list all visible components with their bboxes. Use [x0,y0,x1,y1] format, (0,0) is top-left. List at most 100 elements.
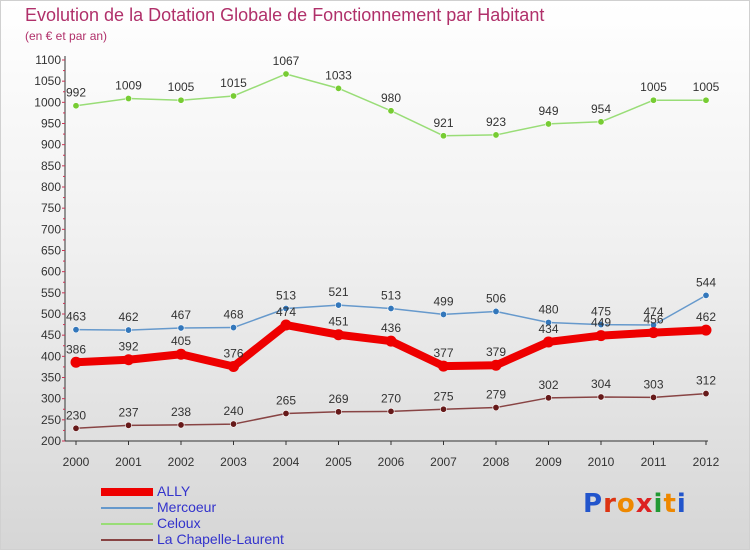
x-tick-label: 2008 [483,455,510,469]
y-tick-label: 900 [41,138,61,152]
data-point [282,304,290,312]
x-tick-label: 2009 [535,455,562,469]
chart-subtitle: (en € et par an) [25,29,108,43]
data-label: 513 [381,288,401,302]
legend-swatch [101,523,153,525]
data-point [70,356,82,368]
logo-letter: i [676,489,687,519]
data-label: 499 [433,294,453,308]
data-point [387,407,395,415]
data-label: 1005 [693,80,720,94]
data-label: 456 [643,313,663,327]
y-tick-label: 550 [41,286,61,300]
legend-swatch [101,539,153,541]
legend-label: Celoux [157,515,201,531]
logo-letter: i [653,489,664,519]
data-point [544,394,552,402]
data-label: 474 [276,305,296,319]
logo-letter: r [603,489,617,519]
data-point [334,408,342,416]
x-tick-label: 2012 [693,455,720,469]
data-point [490,359,502,371]
x-tick-label: 2005 [325,455,352,469]
data-point [230,92,238,100]
data-point [544,318,552,326]
data-point [438,360,449,372]
data-label: 451 [328,315,348,329]
data-label: 265 [276,393,296,407]
data-point [125,326,133,334]
data-point [334,301,342,309]
data-label: 436 [381,321,401,335]
data-label: 279 [486,388,506,402]
data-label: 1005 [168,80,195,94]
data-point [543,336,554,348]
chart-title: Evolution de la Dotation Globale de Fonc… [25,5,545,25]
data-point [439,310,447,318]
x-tick-label: 2010 [588,455,615,469]
data-label: 238 [171,405,191,419]
logo-letter: t [663,489,677,519]
data-point [649,96,657,104]
data-point [282,409,290,417]
data-label: 303 [643,377,663,391]
y-tick-label: 1100 [35,53,61,67]
data-point [125,95,133,103]
y-tick-label: 450 [41,328,61,342]
data-label: 269 [328,392,348,406]
legend-swatch [101,488,153,496]
data-label: 237 [118,405,138,419]
data-label: 312 [696,374,716,388]
data-point [177,421,185,429]
data-point [125,421,133,429]
data-label: 230 [66,408,86,422]
data-label: 304 [591,377,611,391]
data-label: 462 [696,310,716,324]
data-label: 475 [591,305,611,319]
data-point [72,102,80,110]
y-tick-label: 750 [41,201,61,215]
data-point [282,70,290,78]
y-tick-label: 1000 [34,95,61,109]
y-tick-label: 200 [41,434,61,448]
y-tick-label: 800 [41,180,61,194]
data-label: 463 [66,310,86,324]
data-label: 302 [538,378,558,392]
data-label: 434 [538,322,558,336]
data-label: 1005 [640,80,667,94]
x-tick-label: 2007 [430,455,457,469]
data-point [387,304,395,312]
data-label: 992 [66,86,86,100]
y-tick-label: 850 [41,159,61,173]
y-tick-label: 1050 [34,74,61,88]
logo-letter: o [616,489,636,519]
data-point [123,354,134,366]
data-point [177,96,185,104]
data-point [230,324,238,332]
data-label: 506 [486,291,506,305]
data-point [439,132,447,140]
y-tick-label: 950 [41,117,61,131]
data-label: 392 [118,340,138,354]
y-tick-label: 650 [41,244,61,258]
data-label: 474 [643,305,663,319]
y-tick-label: 500 [41,307,61,321]
proxiti-logo: Proxiti [583,489,687,519]
x-tick-label: 2000 [63,455,90,469]
data-point [72,424,80,432]
data-label: 1033 [325,68,352,82]
x-tick-label: 2004 [273,455,300,469]
x-tick-label: 2003 [220,455,247,469]
data-label: 949 [538,104,558,118]
data-point [177,324,185,332]
data-label: 270 [381,391,401,405]
data-point [280,319,292,331]
data-label: 462 [118,310,138,324]
data-point [597,118,605,126]
x-tick-label: 2011 [641,455,667,469]
data-point [702,390,710,398]
data-label: 954 [591,102,611,116]
data-label: 1067 [273,54,300,68]
legend-label: ALLY [157,483,191,499]
data-point [439,405,447,413]
